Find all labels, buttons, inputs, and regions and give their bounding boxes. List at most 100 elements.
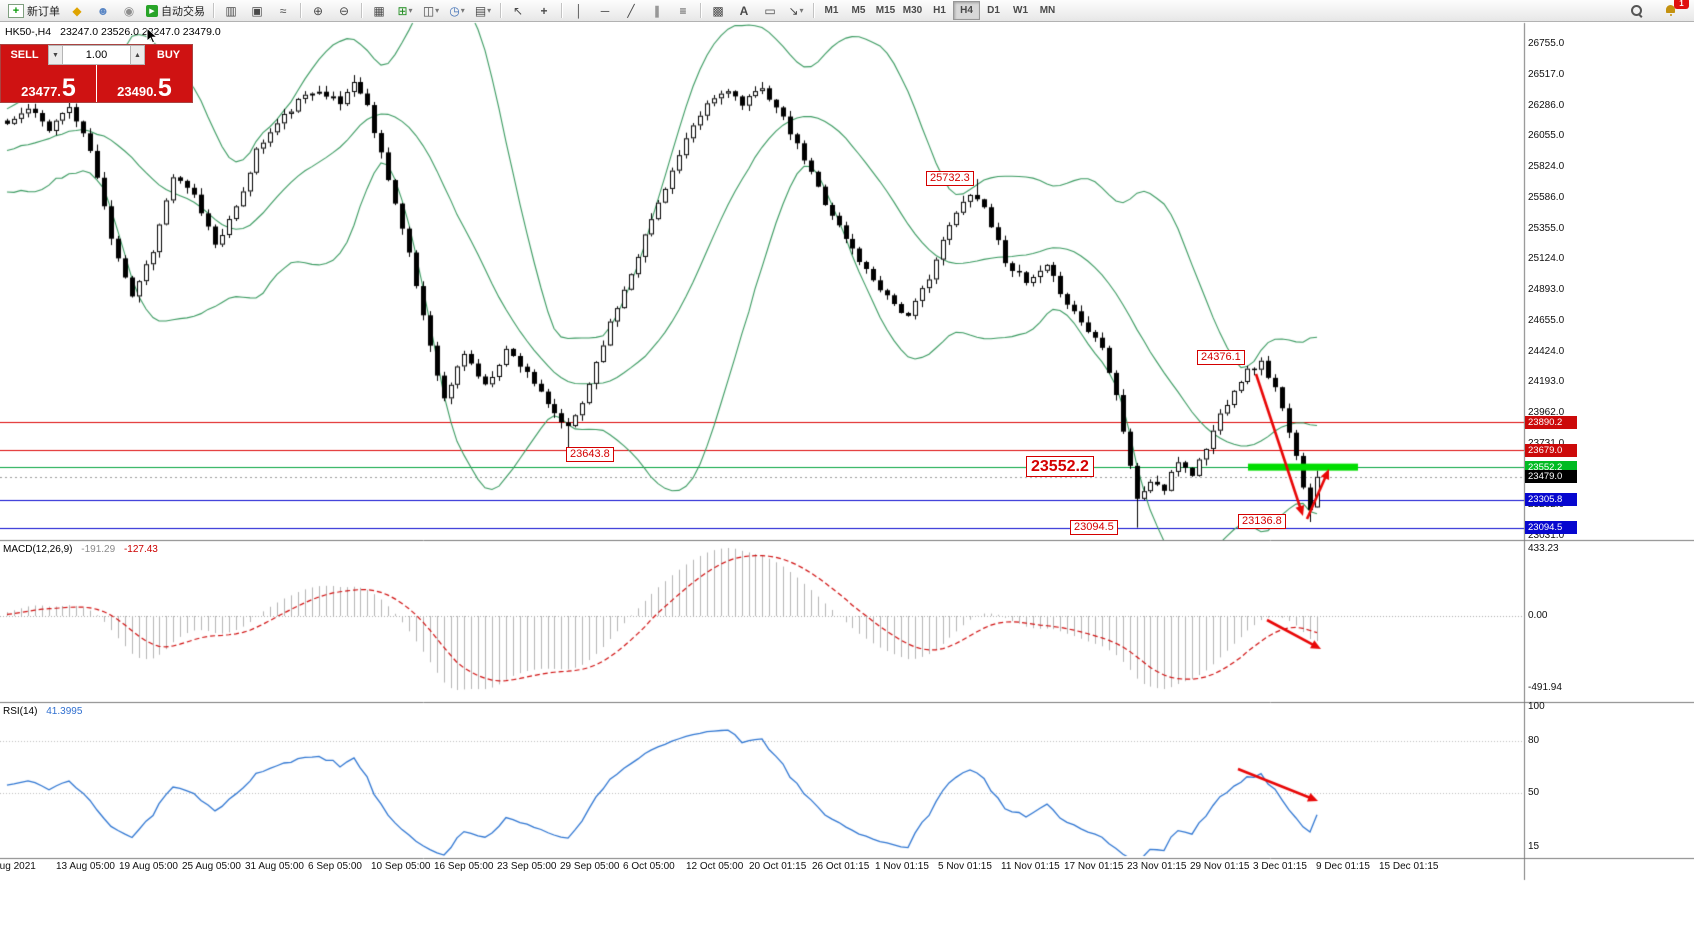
vertical-line-button[interactable]: │ xyxy=(567,1,591,21)
time-axis-label: 11 Nov 01:15 xyxy=(1001,861,1060,872)
zoom-out-icon: ⊖ xyxy=(338,3,350,18)
timeframe-m15[interactable]: M15 xyxy=(875,5,896,16)
volume-increase-button[interactable]: ▲ xyxy=(130,45,145,65)
metaeditor-button[interactable]: ◆ xyxy=(65,1,89,21)
price-annotation[interactable]: 25732.3 xyxy=(926,171,974,187)
zoom-in-button[interactable]: ⊕ xyxy=(306,1,330,21)
search-button[interactable] xyxy=(1625,1,1649,21)
macd-main-value: -191.29 xyxy=(81,544,116,555)
price-axis-label: 24893.0 xyxy=(1528,284,1565,295)
toolbar-separator xyxy=(300,3,301,18)
price-axis-label: 26055.0 xyxy=(1528,130,1565,142)
community-button[interactable]: ◉ xyxy=(117,1,141,21)
price-tag: 23305.8 xyxy=(1525,493,1577,507)
search-icon xyxy=(1630,4,1644,18)
volume-decrease-button[interactable]: ▼ xyxy=(48,45,63,65)
candlestick-icon: ▣ xyxy=(251,3,263,18)
chart-line-button[interactable]: ≈ xyxy=(271,1,295,21)
timeframe-w1[interactable]: W1 xyxy=(1013,5,1028,16)
channel-icon: ∥ xyxy=(654,3,660,18)
ohlc-values: 23247.0 23526.0 23247.0 23479.0 xyxy=(60,26,221,38)
profile-button[interactable]: ☻ xyxy=(91,1,115,21)
chart-bars-button[interactable]: ▥ xyxy=(219,1,243,21)
sell-price-button[interactable]: 23477. 5 xyxy=(1,65,97,102)
horizontal-line-icon: ─ xyxy=(600,3,610,18)
time-axis-label: 6 Oct 05:00 xyxy=(623,861,675,872)
grid-button[interactable]: ▩ xyxy=(706,1,730,21)
autotrading-label: 自动交易 xyxy=(161,5,205,18)
price-axis-label: 25586.0 xyxy=(1528,192,1565,204)
buy-button[interactable]: BUY xyxy=(145,45,192,65)
price-tag: 23679.0 xyxy=(1525,443,1577,457)
trendline-button[interactable]: ╱ xyxy=(619,1,643,21)
profile-icon: ☻ xyxy=(96,3,110,18)
rsi-scale-label: 100 xyxy=(1528,701,1545,712)
timeframe-m30[interactable]: M30 xyxy=(902,5,923,16)
text-label-button[interactable]: ▭ xyxy=(758,1,782,21)
new-chart-button[interactable]: ⊞ ▾ xyxy=(393,1,417,21)
time-axis-label: 3 Dec 01:15 xyxy=(1253,861,1307,872)
trade-widget-top-row: SELL ▼ 1.00 ▲ BUY xyxy=(1,45,192,65)
timeframe-d1[interactable]: D1 xyxy=(987,5,1000,16)
timeframe-h1[interactable]: H1 xyxy=(933,5,946,16)
price-axis-label: 24193.0 xyxy=(1528,376,1565,388)
toolbar-right: 1 xyxy=(1624,0,1690,21)
time-axis-label: 15 Dec 01:15 xyxy=(1379,861,1439,872)
grid-icon: ▩ xyxy=(712,3,724,18)
text-button[interactable]: A xyxy=(732,1,756,21)
period-button[interactable]: ◷ ▾ xyxy=(445,1,469,21)
horizontal-line-button[interactable]: ─ xyxy=(593,1,617,21)
fibonacci-button[interactable]: ≡ xyxy=(671,1,695,21)
crosshair-button[interactable]: + xyxy=(532,1,556,21)
timeframe-m5[interactable]: M5 xyxy=(851,5,866,16)
rsi-value: 41.3995 xyxy=(46,706,83,717)
toolbar-separator xyxy=(700,3,701,18)
time-axis-label: 31 Aug 05:00 xyxy=(245,861,304,872)
price-axis-label: 23031.0 xyxy=(1528,530,1565,541)
timeframe-h4[interactable]: H4 xyxy=(953,1,980,20)
price-annotation[interactable]: 23643.8 xyxy=(566,447,614,463)
price-tag: 23890.2 xyxy=(1525,415,1577,429)
macd-scale-label: 0.00 xyxy=(1528,610,1548,621)
alerts-button[interactable]: 1 xyxy=(1659,0,1689,21)
chart-candles-button[interactable]: ▣ xyxy=(245,1,269,21)
sell-button[interactable]: SELL xyxy=(1,45,48,65)
timeframe-mn[interactable]: MN xyxy=(1039,5,1056,16)
clock-icon: ◷ xyxy=(449,3,460,18)
symbol-period-label: HK50-,H4 xyxy=(5,26,52,38)
metaeditor-icon: ◆ xyxy=(72,3,82,18)
autotrading-icon: ▶ xyxy=(146,4,158,17)
crosshair-icon: + xyxy=(540,3,548,18)
templates-icon: ▤ xyxy=(474,3,487,18)
time-axis-label: 26 Oct 01:15 xyxy=(812,861,870,872)
price-axis-label: 26517.0 xyxy=(1528,69,1565,81)
chevron-down-icon: ▾ xyxy=(460,6,465,15)
profiles-button[interactable]: ◫ ▾ xyxy=(419,1,443,21)
price-annotation[interactable]: 24376.1 xyxy=(1197,350,1245,366)
rsi-scale-label: 50 xyxy=(1528,786,1540,798)
buy-price-button[interactable]: 23490. 5 xyxy=(97,65,192,102)
price-axis-label: 24424.0 xyxy=(1528,345,1565,357)
vertical-line-icon: │ xyxy=(575,3,583,18)
arrows-button[interactable]: ↘ ▾ xyxy=(784,1,808,21)
toolbar-separator xyxy=(361,3,362,18)
autotrading-button[interactable]: ▶ 自动交易 xyxy=(143,1,208,21)
time-axis-label: 23 Sep 05:00 xyxy=(497,861,557,872)
time-axis-label: 19 Aug 05:00 xyxy=(119,861,178,872)
current-price-tag: 23479.0 xyxy=(1525,470,1577,484)
new-order-button[interactable]: + 新订单 xyxy=(5,1,63,21)
tile-windows-button[interactable]: ▦ xyxy=(367,1,391,21)
channel-button[interactable]: ∥ xyxy=(645,1,669,21)
chevron-down-icon: ▾ xyxy=(408,6,413,15)
cursor-button[interactable]: ↖ xyxy=(506,1,530,21)
price-annotation[interactable]: 23094.5 xyxy=(1070,519,1118,535)
templates-button[interactable]: ▤ ▾ xyxy=(471,1,495,21)
timeframe-m1[interactable]: M1 xyxy=(824,5,839,16)
volume-input[interactable]: 1.00 xyxy=(63,45,130,65)
price-annotation[interactable]: 23136.8 xyxy=(1238,514,1286,530)
zoom-out-button[interactable]: ⊖ xyxy=(332,1,356,21)
price-annotation[interactable]: 23552.2 xyxy=(1026,456,1094,478)
text-icon: A xyxy=(739,3,749,18)
price-tag: 23094.5 xyxy=(1525,521,1577,535)
